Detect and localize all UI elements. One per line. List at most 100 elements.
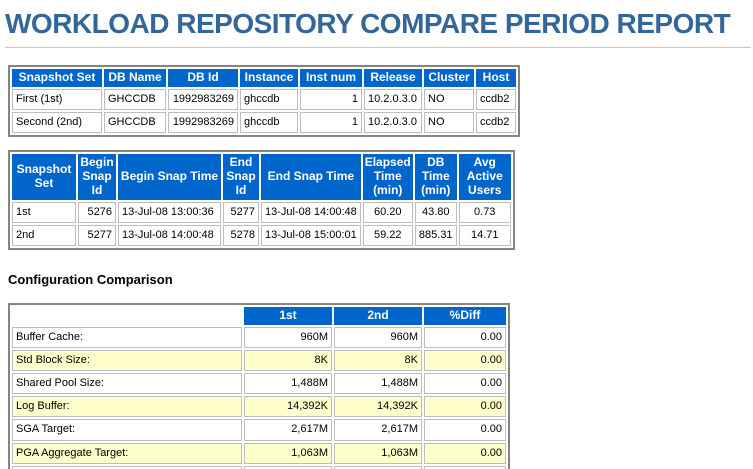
column-header: Avg Active Users <box>458 154 511 200</box>
column-header: 1st <box>244 306 332 325</box>
column-header: Host <box>476 69 516 87</box>
cell-config-1st: 1,063M <box>244 442 332 464</box>
table-row: Shared Pool Size: 1,488M 1,488M 0.00 <box>12 373 506 395</box>
cell-config-diff: 0.00 <box>424 349 506 372</box>
cell-release: 10.2.0.3.0 <box>364 88 422 110</box>
cell-config-diff: 0.00 <box>424 396 506 418</box>
cell-config-2nd: 1,063M <box>334 442 422 464</box>
column-header: End Snap Id <box>223 154 259 200</box>
cell-inst-num: 1 <box>300 111 362 134</box>
cell-config-2nd: 1,488M <box>334 373 422 395</box>
cell-config-2nd: 14,392K <box>334 396 422 418</box>
cell-config-diff: 0.00 <box>424 373 506 395</box>
cell-config-diff: 0.00 <box>424 419 506 441</box>
configuration-comparison-heading: Configuration Comparison <box>8 271 173 287</box>
page-title: WORKLOAD REPOSITORY COMPARE PERIOD REPOR… <box>5 8 751 48</box>
cell-inst-num: 1 <box>300 88 362 110</box>
cell-elapsed-time: 59.22 <box>362 224 413 246</box>
cell-db-id: 1992983269 <box>168 88 238 110</box>
snapshot-time-table: Snapshot Set Begin Snap Id Begin Snap Ti… <box>8 150 515 250</box>
cell-config-1st: 960M <box>244 326 332 348</box>
column-header: Elapsed Time (min) <box>362 154 413 200</box>
cell-avg-active-users: 0.73 <box>458 201 511 223</box>
cell-db-time: 43.80 <box>414 201 457 223</box>
table-row: Std Block Size: 8K 8K 0.00 <box>12 349 506 372</box>
cell-begin-snap-id: 5277 <box>78 224 116 246</box>
cell-config-label: Buffer Cache: <box>12 326 242 348</box>
column-header: Snapshot Set <box>12 69 102 87</box>
cell-config-diff <box>424 465 506 469</box>
cell-config-1st: 14,392K <box>244 396 332 418</box>
cell-release: 10.2.0.3.0 <box>364 111 422 134</box>
cell-host: ccdb2 <box>476 111 516 134</box>
table-row: Log Buffer: 14,392K 14,392K 0.00 <box>12 396 506 418</box>
cell-config-2nd: 960M <box>334 326 422 348</box>
table-row: PGA Aggregate Target: 1,063M 1,063M 0.00 <box>12 442 506 464</box>
cell-snapshot-set: 1st <box>12 201 76 223</box>
column-header: DB Time (min) <box>414 154 457 200</box>
cell-elapsed-time: 60.20 <box>362 201 413 223</box>
cell-config-2nd: AUTO <box>334 465 422 469</box>
column-header: Begin Snap Time <box>118 154 221 200</box>
cell-end-snap-id: 5277 <box>223 201 259 223</box>
table-row: Buffer Cache: 960M 960M 0.00 <box>12 326 506 348</box>
configuration-comparison-table: 1st 2nd %Diff Buffer Cache: 960M 960M 0.… <box>8 302 510 469</box>
column-header: Release <box>364 69 422 87</box>
column-header: Inst num <box>300 69 362 87</box>
cell-instance: ghccdb <box>240 88 298 110</box>
cell-config-diff: 0.00 <box>424 442 506 464</box>
cell-db-name: GHCCDB <box>104 88 166 110</box>
cell-config-2nd: 8K <box>334 349 422 372</box>
table-row: Undo Management: AUTO AUTO <box>12 465 506 469</box>
cell-snapshot-set: First (1st) <box>12 88 102 110</box>
column-header: DB Id <box>168 69 238 87</box>
cell-end-snap-id: 5278 <box>223 224 259 246</box>
column-header: %Diff <box>424 306 506 325</box>
column-header: End Snap Time <box>261 154 361 200</box>
cell-db-time: 885.31 <box>414 224 457 246</box>
cell-snapshot-set: Second (2nd) <box>12 111 102 134</box>
cell-config-1st: AUTO <box>244 465 332 469</box>
cell-begin-snap-id: 5276 <box>78 201 116 223</box>
column-header: Cluster <box>424 69 474 87</box>
cell-config-1st: 1,488M <box>244 373 332 395</box>
cell-avg-active-users: 14.71 <box>458 224 511 246</box>
table-row: 2nd 5277 13-Jul-08 14:00:48 5278 13-Jul-… <box>12 224 511 246</box>
snapshot-time-header-row: Snapshot Set Begin Snap Id Begin Snap Ti… <box>12 154 511 200</box>
cell-config-2nd: 2,617M <box>334 419 422 441</box>
table-row: 1st 5276 13-Jul-08 13:00:36 5277 13-Jul-… <box>12 201 511 223</box>
cell-config-diff: 0.00 <box>424 326 506 348</box>
configuration-header-row: 1st 2nd %Diff <box>12 306 506 325</box>
column-header: Begin Snap Id <box>78 154 116 200</box>
snapshot-set-header-row: Snapshot Set DB Name DB Id Instance Inst… <box>12 69 516 87</box>
table-row: SGA Target: 2,617M 2,617M 0.00 <box>12 419 506 441</box>
cell-config-1st: 2,617M <box>244 419 332 441</box>
cell-end-snap-time: 13-Jul-08 15:00:01 <box>261 224 361 246</box>
cell-config-label: Log Buffer: <box>12 396 242 418</box>
cell-cluster: NO <box>424 111 474 134</box>
cell-begin-snap-time: 13-Jul-08 13:00:36 <box>118 201 221 223</box>
cell-db-id: 1992983269 <box>168 111 238 134</box>
cell-db-name: GHCCDB <box>104 111 166 134</box>
cell-cluster: NO <box>424 88 474 110</box>
cell-config-label: PGA Aggregate Target: <box>12 442 242 464</box>
cell-config-label: Shared Pool Size: <box>12 373 242 395</box>
cell-end-snap-time: 13-Jul-08 14:00:48 <box>261 201 361 223</box>
column-header: Instance <box>240 69 298 87</box>
snapshot-set-table: Snapshot Set DB Name DB Id Instance Inst… <box>8 65 520 138</box>
column-header: Snapshot Set <box>12 154 76 200</box>
column-header-blank <box>12 306 242 325</box>
table-row: First (1st) GHCCDB 1992983269 ghccdb 1 1… <box>12 88 516 110</box>
cell-config-label: Undo Management: <box>12 465 242 469</box>
cell-config-label: Std Block Size: <box>12 349 242 372</box>
cell-snapshot-set: 2nd <box>12 224 76 246</box>
column-header: 2nd <box>334 306 422 325</box>
cell-instance: ghccdb <box>240 111 298 134</box>
table-row: Second (2nd) GHCCDB 1992983269 ghccdb 1 … <box>12 111 516 134</box>
cell-config-label: SGA Target: <box>12 419 242 441</box>
cell-begin-snap-time: 13-Jul-08 14:00:48 <box>118 224 221 246</box>
cell-host: ccdb2 <box>476 88 516 110</box>
cell-config-1st: 8K <box>244 349 332 372</box>
column-header: DB Name <box>104 69 166 87</box>
